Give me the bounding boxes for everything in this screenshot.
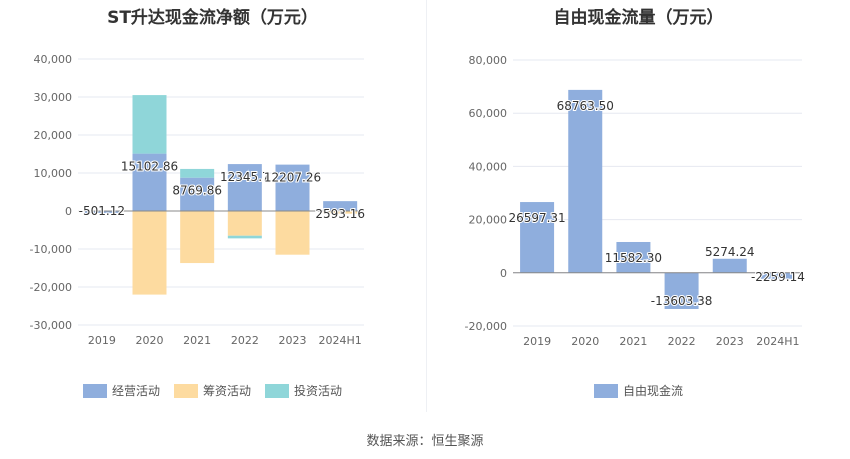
cash-flow-net-panel: ST升达现金流净额（万元） 40,000 30,000 20,000 10,000 0-… xyxy=(0,0,425,412)
x-tick-label: 2020 xyxy=(136,334,164,347)
legend-swatch xyxy=(82,383,107,398)
data-source-note: 数据来源：恒生聚源 xyxy=(366,434,484,449)
cash-flow-net-chart: 40,000 30,000 20,000 10,000 0 -10,000 -20,000 -… xyxy=(30,53,366,347)
bar-segment xyxy=(132,153,167,211)
bar-segment xyxy=(180,211,215,264)
x-tick-label: 2019 xyxy=(523,335,551,348)
legend-swatch xyxy=(173,383,198,398)
bar-segment xyxy=(323,211,358,214)
y-tick-label: 20,000 xyxy=(469,214,508,227)
data-label: 68763.50 xyxy=(557,99,614,113)
legend-item[interactable]: 筹资活动 xyxy=(173,382,251,399)
data-label: -501.12 xyxy=(79,204,125,218)
bar-segment xyxy=(275,164,310,211)
bar-segment xyxy=(180,168,215,178)
bar xyxy=(616,241,651,273)
y-tick-label: 80,000 xyxy=(469,54,508,67)
bar-segment xyxy=(132,95,167,154)
bar xyxy=(760,272,795,279)
free-cash-flow-panel: 自由现金流量（万元） 80,000 60,000 40,000 20,000 0 -20,… xyxy=(427,0,850,412)
y-tick-label: -10,000 xyxy=(30,243,72,256)
bar-segment xyxy=(84,211,119,213)
panel-divider xyxy=(426,0,427,412)
legend-swatch xyxy=(593,383,618,398)
legend-item[interactable]: 自由现金流 xyxy=(593,382,683,399)
data-label: 2593.16 xyxy=(315,207,365,221)
legend-label: 经营活动 xyxy=(111,384,160,398)
data-label: -2259.14 xyxy=(751,270,805,284)
chart-legend: 自由现金流 xyxy=(427,382,850,399)
bar xyxy=(712,258,747,273)
y-tick-label: 40,000 xyxy=(469,160,508,173)
x-tick-label: 2020 xyxy=(571,335,599,348)
legend-item[interactable]: 经营活动 xyxy=(82,382,160,399)
legend-swatch xyxy=(265,383,289,398)
bar xyxy=(664,272,699,309)
bar-segment xyxy=(275,211,310,255)
data-label: 8769.86 xyxy=(172,184,222,198)
y-tick-label: 20,000 xyxy=(34,129,73,142)
x-tick-label: 2019 xyxy=(88,334,116,347)
x-tick-label: 2024H1 xyxy=(756,335,799,348)
y-tick-label: 60,000 xyxy=(469,107,508,120)
bar-segment xyxy=(132,211,167,295)
y-tick-label: 0 xyxy=(65,205,72,218)
data-label: -13603.38 xyxy=(651,294,713,308)
legend-label: 投资活动 xyxy=(294,384,343,398)
legend-label: 筹资活动 xyxy=(202,384,251,398)
y-tick-label: 0 xyxy=(500,267,507,280)
data-label: 26597.31 xyxy=(508,211,565,225)
x-tick-label: 2021 xyxy=(183,334,211,347)
data-label: 5274.24 xyxy=(705,245,755,259)
y-tick-label: 10,000 xyxy=(34,167,73,180)
legend-item[interactable]: 投资活动 xyxy=(265,382,342,399)
bar-segment xyxy=(227,211,262,236)
bar-segment xyxy=(180,177,215,211)
x-tick-label: 2024H1 xyxy=(319,334,362,347)
y-tick-label: -20,000 xyxy=(465,320,507,333)
y-tick-label: -30,000 xyxy=(30,319,72,332)
chart-legend: 经营活动 筹资活动 投资活动 xyxy=(0,382,425,399)
bar-segment xyxy=(323,201,358,211)
chart-title: 自由现金流量（万元） xyxy=(553,8,724,28)
legend-label: 自由现金流 xyxy=(622,384,683,398)
chart-title: ST升达现金流净额（万元） xyxy=(107,8,318,28)
data-label: 15102.86 xyxy=(121,160,178,174)
data-label: 12345.7 xyxy=(220,170,270,184)
data-label: 11582.30 xyxy=(605,251,662,265)
x-tick-label: 2022 xyxy=(231,334,259,347)
y-tick-label: 40,000 xyxy=(34,53,73,66)
x-tick-label: 2022 xyxy=(668,335,696,348)
y-tick-label: -20,000 xyxy=(30,281,72,294)
x-tick-label: 2021 xyxy=(619,335,647,348)
x-tick-label: 2023 xyxy=(716,335,744,348)
bar xyxy=(568,89,603,273)
bar xyxy=(520,202,555,273)
y-tick-label: 30,000 xyxy=(34,91,73,104)
data-label: 12207.26 xyxy=(264,171,321,185)
bar-segment xyxy=(227,235,262,239)
free-cash-flow-chart: 80,000 60,000 40,000 20,000 0 -20,000 2019 2020… xyxy=(465,54,806,348)
bar-segment xyxy=(227,164,262,211)
x-tick-label: 2023 xyxy=(279,334,307,347)
